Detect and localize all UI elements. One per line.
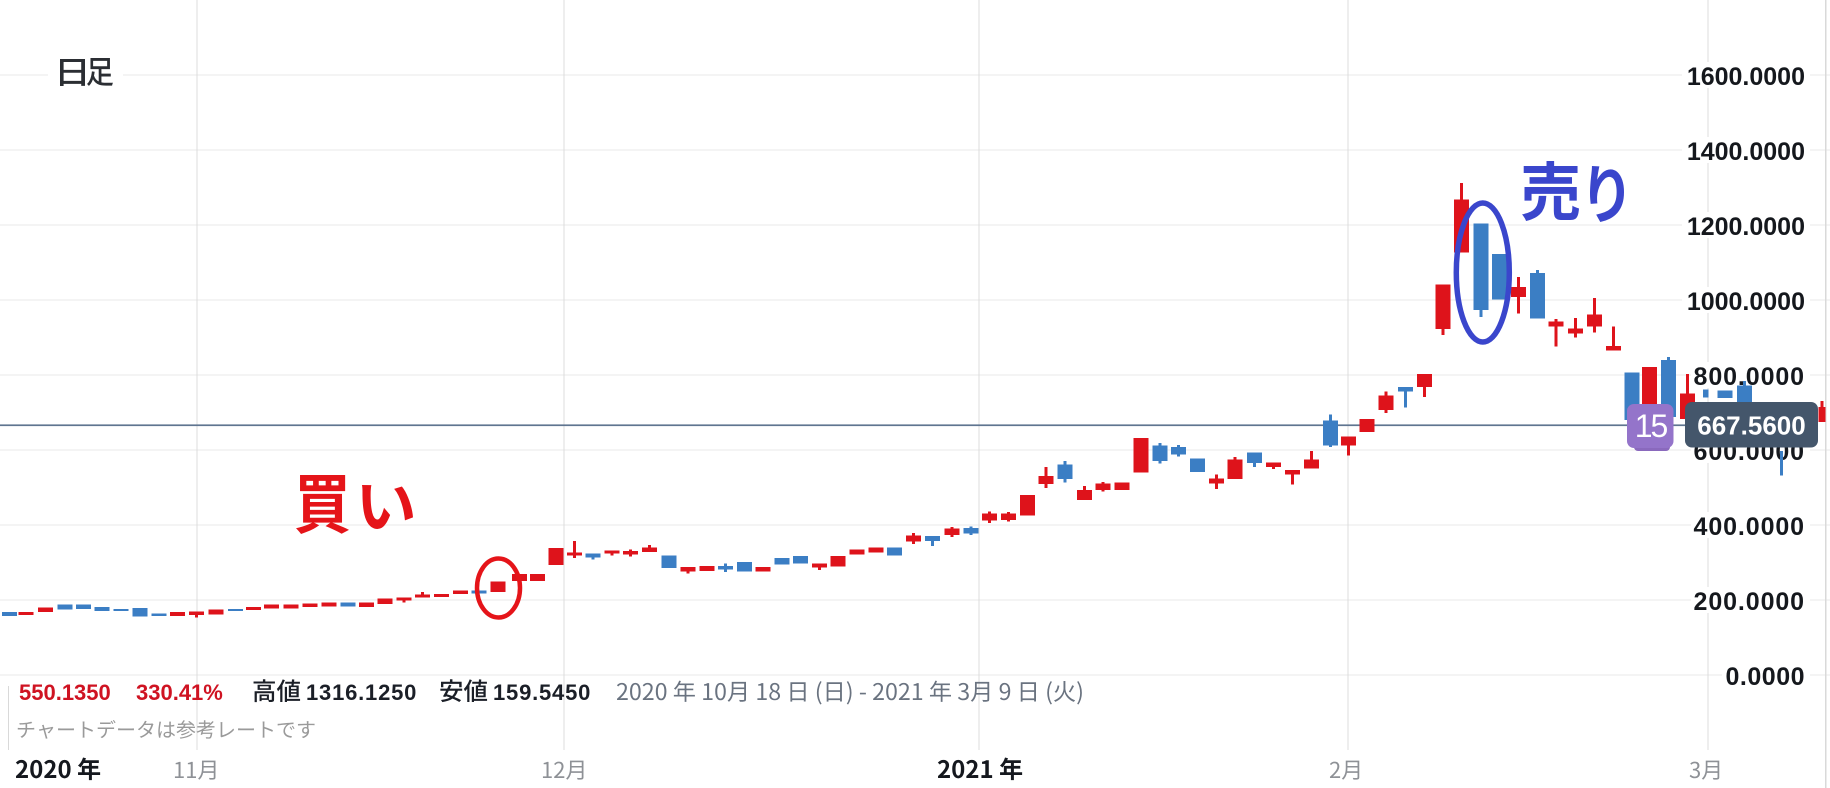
svg-text:159.5450: 159.5450 [493,680,591,705]
svg-text:330.41%: 330.41% [136,680,223,705]
svg-text:400.0000: 400.0000 [1694,513,1805,541]
svg-text:200.0000: 200.0000 [1694,588,1805,616]
svg-text:667.5600: 667.5600 [1697,411,1805,441]
svg-text:1000.0000: 1000.0000 [1687,288,1805,316]
svg-text:1600.0000: 1600.0000 [1687,63,1805,91]
svg-text:550.1350: 550.1350 [19,680,111,705]
svg-text:1400.0000: 1400.0000 [1687,138,1805,166]
svg-text:0.0000: 0.0000 [1726,663,1805,691]
svg-text:1316.1250: 1316.1250 [306,680,417,705]
svg-text:15: 15 [1635,408,1668,444]
svg-text:1200.0000: 1200.0000 [1687,213,1805,241]
